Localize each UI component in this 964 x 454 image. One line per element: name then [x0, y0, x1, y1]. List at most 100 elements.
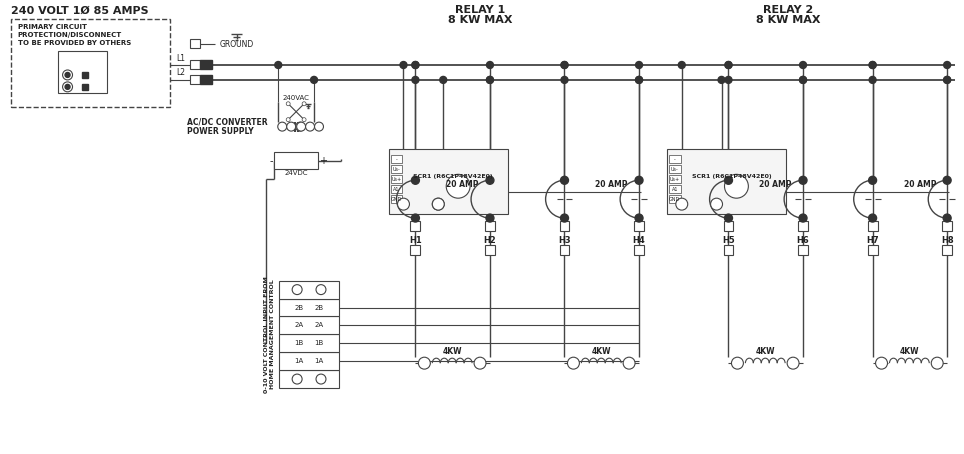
Circle shape [412, 176, 419, 184]
Bar [280, 334, 339, 352]
Text: 20 AMP: 20 AMP [596, 180, 628, 189]
Text: 4KW: 4KW [899, 347, 919, 356]
Bar [280, 352, 339, 370]
Bar [724, 221, 734, 231]
Circle shape [560, 214, 569, 222]
Circle shape [63, 82, 72, 92]
Circle shape [486, 214, 494, 222]
Circle shape [286, 102, 290, 106]
Circle shape [635, 76, 643, 84]
Bar [390, 165, 403, 173]
Circle shape [487, 76, 494, 84]
Circle shape [397, 198, 410, 210]
Text: 0-10 VOLT CONTROL INPUT FROM
HOME MANAGEMENT CONTROL: 0-10 VOLT CONTROL INPUT FROM HOME MANAGE… [264, 276, 275, 393]
Bar [634, 221, 644, 231]
Circle shape [635, 76, 643, 84]
Text: H6: H6 [796, 237, 810, 246]
Bar [669, 185, 681, 193]
Circle shape [725, 214, 733, 222]
Circle shape [799, 62, 807, 69]
Circle shape [65, 84, 70, 89]
Circle shape [944, 76, 951, 84]
Circle shape [412, 214, 419, 222]
Circle shape [568, 357, 579, 369]
Text: 8 KW MAX: 8 KW MAX [756, 15, 820, 25]
Circle shape [869, 214, 876, 222]
Circle shape [676, 198, 687, 210]
Circle shape [302, 102, 307, 106]
Circle shape [302, 118, 307, 122]
Bar [669, 155, 681, 163]
Text: 1A: 1A [314, 358, 324, 364]
Text: H5: H5 [722, 237, 735, 246]
Text: H3: H3 [558, 237, 571, 246]
Circle shape [875, 357, 888, 369]
Text: Us+: Us+ [670, 177, 680, 182]
Text: TO BE PROVIDED BY OTHERS: TO BE PROVIDED BY OTHERS [18, 40, 131, 46]
Bar [411, 221, 420, 231]
Circle shape [310, 76, 317, 84]
Circle shape [931, 357, 943, 369]
Bar [669, 165, 681, 173]
Bar [724, 245, 734, 255]
Circle shape [870, 62, 876, 69]
Bar [190, 75, 200, 84]
Bar [798, 221, 808, 231]
Bar [942, 245, 952, 255]
Text: GND: GND [390, 197, 402, 202]
Bar [280, 370, 339, 388]
Bar [868, 221, 877, 231]
Text: 1B: 1B [294, 340, 304, 346]
Text: +: + [319, 157, 327, 167]
Circle shape [432, 198, 444, 210]
Circle shape [725, 176, 733, 184]
Bar [58, 51, 107, 93]
Circle shape [943, 176, 951, 184]
Text: SCR1 (R6C1P48V42E0): SCR1 (R6C1P48V42E0) [691, 174, 771, 179]
Text: AC/DC CONVERTER: AC/DC CONVERTER [187, 117, 267, 126]
Circle shape [292, 374, 302, 384]
Text: PROTECTION/DISCONNECT: PROTECTION/DISCONNECT [18, 32, 122, 38]
Circle shape [869, 176, 876, 184]
Text: SCR1 (R6C1P48V42E0): SCR1 (R6C1P48V42E0) [414, 174, 493, 179]
Circle shape [943, 214, 951, 222]
Circle shape [297, 122, 306, 131]
Circle shape [292, 285, 302, 295]
Text: 2B: 2B [314, 305, 324, 311]
Text: -: - [674, 157, 676, 162]
Bar [280, 281, 339, 299]
Bar [390, 185, 403, 193]
Text: 2A: 2A [314, 322, 324, 328]
Bar [942, 221, 952, 231]
Bar [485, 245, 495, 255]
Text: Us-: Us- [671, 167, 679, 172]
Text: POWER SUPPLY: POWER SUPPLY [187, 127, 254, 136]
Circle shape [870, 76, 876, 84]
Text: 2B: 2B [294, 305, 304, 311]
Text: H2: H2 [484, 237, 496, 246]
Circle shape [412, 76, 419, 84]
Text: 1A: 1A [294, 358, 304, 364]
Text: 1B: 1B [314, 340, 324, 346]
Text: GND: GND [669, 197, 681, 202]
Bar [200, 75, 212, 84]
Text: 8 KW MAX: 8 KW MAX [447, 15, 512, 25]
Text: H8: H8 [941, 237, 953, 246]
Circle shape [432, 198, 444, 210]
Text: 4KW: 4KW [756, 347, 775, 356]
Text: A1: A1 [393, 187, 400, 192]
Bar [559, 221, 570, 231]
Circle shape [286, 118, 290, 122]
Bar [559, 245, 570, 255]
Circle shape [635, 176, 643, 184]
Circle shape [725, 76, 732, 84]
Circle shape [732, 357, 743, 369]
Circle shape [799, 176, 807, 184]
Circle shape [306, 122, 314, 131]
Circle shape [623, 357, 635, 369]
Text: Us-: Us- [392, 167, 400, 172]
Circle shape [316, 374, 326, 384]
Text: 20 AMP: 20 AMP [760, 180, 792, 189]
Bar [275, 153, 318, 169]
Bar [83, 84, 89, 90]
